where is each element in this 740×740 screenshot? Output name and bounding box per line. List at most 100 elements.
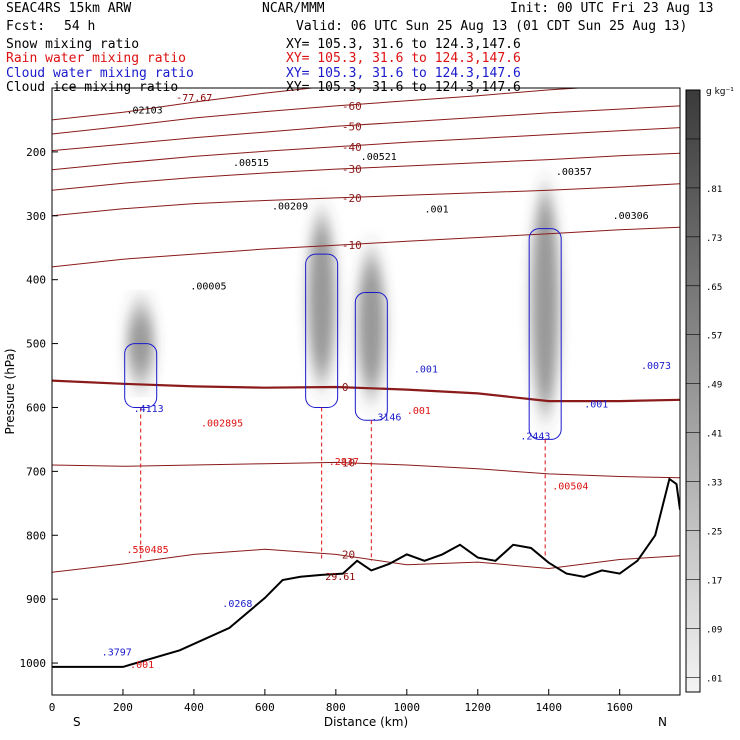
- y-tick-label-5: 700: [26, 465, 46, 478]
- isotherm-7: [52, 379, 680, 403]
- isotherm-label-6: -10: [342, 239, 362, 252]
- contour-annotation-5: .00357: [556, 167, 592, 178]
- isotherm-5: [52, 183, 680, 217]
- contour-annotation-6: .00306: [613, 211, 649, 222]
- colorbar-label-3: .65: [706, 283, 722, 293]
- y-tick-label-4: 600: [26, 401, 46, 414]
- contour-annotation-16: .550485: [127, 545, 169, 556]
- contour-annotation-11: .2837: [329, 457, 359, 468]
- contour-annotation-7: .001: [425, 205, 449, 216]
- contour-annotation-15: .0073: [641, 361, 671, 372]
- isotherm-label-1: -60: [342, 100, 362, 113]
- contour-annotation-23: .001: [407, 406, 431, 417]
- contour-annotation-8: .00005: [190, 281, 226, 292]
- x-tick-label-8: 1600: [606, 701, 633, 714]
- isotherm-4: [52, 152, 680, 191]
- colorbar: g kg⁻¹ .81 .73 .65 .57 .49 .41 .33 .25 .17 .09 .01: [685, 87, 734, 693]
- field-cloudice-xy: XY= 105.3, 31.6 to 124.3,147.6: [286, 80, 521, 95]
- snow-column-1: [357, 254, 386, 395]
- isotherm-0: [52, 88, 317, 121]
- y-axis-label: Pressure (hPa): [3, 348, 17, 434]
- isotherm-label-5: -20: [342, 192, 362, 205]
- y-tick-label-1: 300: [26, 210, 46, 223]
- field-cloudwater-xy: XY= 105.3, 31.6 to 124.3,147.6: [286, 66, 521, 81]
- colorbar-gradient: [685, 89, 701, 693]
- colorbar-label-10: .09: [706, 625, 722, 635]
- contour-annotation-19: 29.61: [325, 572, 355, 583]
- isotherm-2: [52, 105, 680, 152]
- field-cloudwater-name: Cloud water mixing ratio: [6, 66, 194, 81]
- contour-annotation-22: .001: [584, 399, 608, 410]
- y-tick-label-6: 800: [26, 529, 46, 542]
- y-tick-label-7: 900: [26, 593, 46, 606]
- x-tick-label-6: 1200: [465, 701, 492, 714]
- x-tick-label-1: 200: [113, 701, 133, 714]
- contour-annotation-13: .2443: [520, 431, 550, 442]
- colorbar-label-6: .41: [706, 430, 722, 440]
- isotherm-label-4: -30: [342, 163, 362, 176]
- colorbar-label-11: .01: [706, 674, 722, 684]
- colorbar-label-2: .73: [706, 234, 722, 244]
- x-tick-label-2: 400: [184, 701, 204, 714]
- x-tick-label-4: 800: [326, 701, 346, 714]
- forecast-label: Fcst:: [6, 19, 46, 34]
- snow-column-0: [307, 215, 336, 382]
- contour-annotation-0: -77.67: [176, 93, 212, 104]
- colorbar-label-1: .81: [706, 185, 722, 195]
- endpoint-right: N: [658, 715, 667, 729]
- field-cloudice-name: Cloud ice mixing ratio: [6, 80, 179, 95]
- contour-annotation-10: .002895: [201, 419, 243, 430]
- contour-annotation-3: .00521: [361, 152, 397, 163]
- field-snow-name: Snow mixing ratio: [6, 37, 140, 52]
- colorbar-label-4: .57: [706, 332, 722, 342]
- colorbar-label-8: .25: [706, 527, 722, 537]
- contour-annotation-20: .001: [130, 660, 154, 671]
- temperature-contours: -70 -60 -50 -40 -30 -20 -10 0 10 20: [52, 79, 680, 573]
- y-tick-label-3: 500: [26, 338, 46, 351]
- snow-column-2: [531, 190, 560, 414]
- field-rain-xy: XY= 105.3, 31.6 to 124.3,147.6: [286, 51, 521, 66]
- x-axis-label: Distance (km): [324, 715, 408, 729]
- org-label: NCAR/MMM: [262, 1, 325, 16]
- init-time: Init: 00 UTC Fri 23 Aug 13: [510, 1, 714, 16]
- colorbar-label-5: .49: [706, 381, 722, 391]
- contour-annotation-18: .0268: [222, 599, 252, 610]
- isotherm-label-2: -50: [342, 120, 362, 133]
- contour-annotation-21: .001: [414, 364, 438, 375]
- x-tick-label-0: 0: [49, 701, 56, 714]
- isotherm-9: [52, 548, 680, 573]
- x-tick-label-3: 600: [255, 701, 275, 714]
- cloud-water-contours: [124, 228, 562, 561]
- forecast-hours: 54 h: [64, 19, 96, 34]
- y-tick-label-0: 200: [26, 146, 46, 159]
- contour-annotation-12: .3146: [371, 412, 401, 423]
- isotherm-label-3: -40: [342, 141, 362, 154]
- contour-annotation-14: .00504: [552, 481, 588, 492]
- model-title: SEAC4RS 15km ARW: [6, 1, 132, 16]
- isotherm-label-0: -70: [342, 79, 362, 92]
- contour-annotation-2: .00515: [233, 158, 269, 169]
- contour-annotations: -77.67 .02103 .00515 .00521 .00209 .00357 .003…: [102, 93, 671, 671]
- isotherm-8: [52, 461, 680, 479]
- x-tick-label-7: 1400: [535, 701, 562, 714]
- isotherm-label-8: 10: [342, 456, 355, 469]
- endpoint-left: S: [73, 715, 81, 729]
- isotherm-3: [52, 127, 680, 171]
- field-rain-name: Rain water mixing ratio: [6, 51, 187, 66]
- field-snow-xy: XY= 105.3, 31.6 to 124.3,147.6: [286, 37, 521, 52]
- colorbar-unit: g kg⁻¹: [706, 87, 734, 97]
- y-tick-label-8: 1000: [20, 657, 47, 670]
- isotherm-1: [52, 88, 587, 135]
- x-tick-label-5: 1000: [394, 701, 421, 714]
- isotherm-label-7: 0: [342, 381, 349, 394]
- colorbar-label-9: .17: [706, 576, 722, 586]
- isotherm-label-9: 20: [342, 548, 355, 561]
- contour-annotation-17: .3797: [102, 647, 132, 658]
- contour-annotation-9: .4113: [134, 404, 164, 415]
- colorbar-label-7: .33: [706, 479, 722, 489]
- isotherm-6: [52, 226, 680, 268]
- contour-annotation-4: .00209: [272, 201, 308, 212]
- plot-frame: [51, 87, 681, 696]
- y-tick-label-2: 400: [26, 274, 46, 287]
